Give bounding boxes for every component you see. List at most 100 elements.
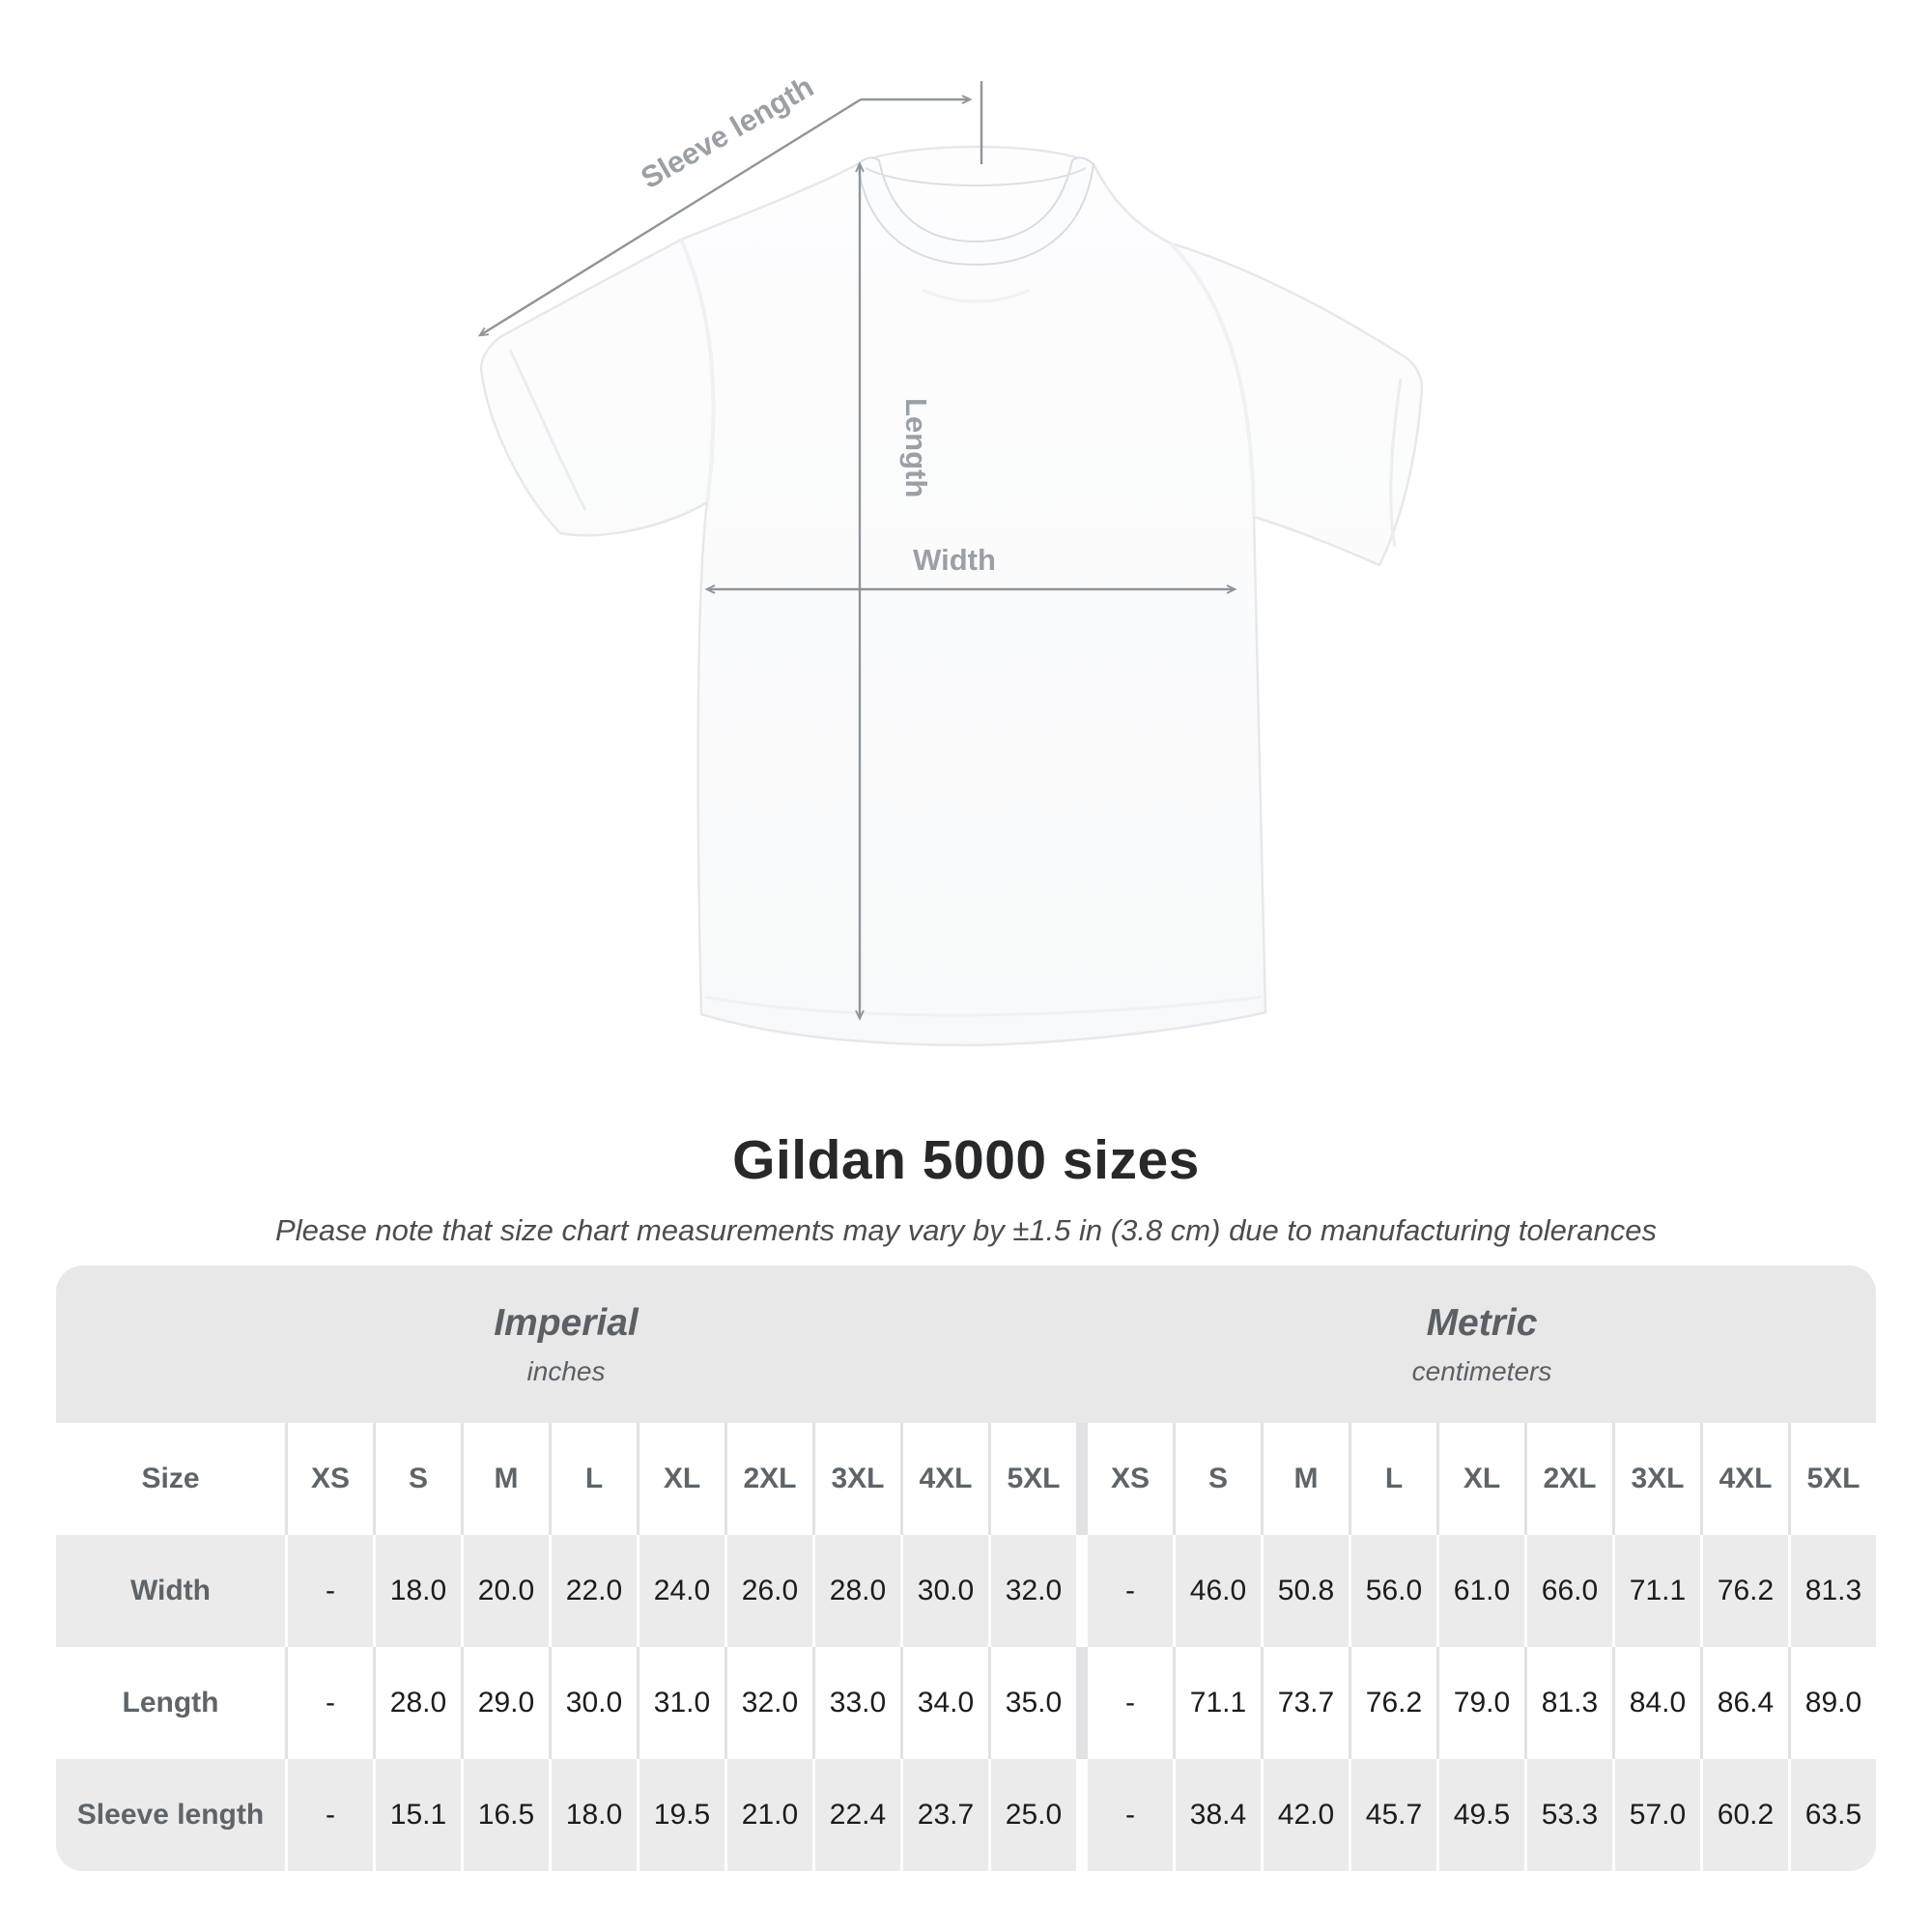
table-cell: 79.0 [1439, 1647, 1524, 1759]
column-header-imperial-xl: XL [639, 1423, 724, 1535]
section-divider [1079, 1759, 1085, 1871]
table-cell: 18.0 [376, 1535, 461, 1647]
table-cell: 25.0 [991, 1759, 1076, 1871]
table-cell: 86.4 [1703, 1647, 1788, 1759]
table-cell: 76.2 [1351, 1647, 1436, 1759]
imperial-title: Imperial [494, 1301, 639, 1344]
section-divider [1079, 1647, 1085, 1759]
column-header-imperial-5xl: 5XL [991, 1423, 1076, 1535]
length-label: Length [899, 398, 933, 497]
table-cell: 53.3 [1527, 1759, 1612, 1871]
table-cell: 63.5 [1791, 1759, 1876, 1871]
table-cell: 56.0 [1351, 1535, 1436, 1647]
column-header-imperial-4xl: 4XL [903, 1423, 988, 1535]
table-cell: 26.0 [727, 1535, 812, 1647]
column-header-imperial-3xl: 3XL [815, 1423, 900, 1535]
column-header-imperial-xs: XS [288, 1423, 373, 1535]
table-row-width: Width -18.0 20.0 22.0 24.0 26.0 28.0 30.0 32.0-4… [56, 1535, 1876, 1647]
sleeve-length-label: Sleeve length [635, 70, 819, 195]
column-header-metric-s: S [1176, 1423, 1261, 1535]
table-cell: 18.0 [552, 1759, 637, 1871]
imperial-unit: inches [526, 1355, 606, 1386]
size-table: Imperial inches Metric centimeters Size X… [56, 1265, 1876, 1871]
table-row-sleeve-length: Sleeve length -15.1 16.5 18.0 19.5 21.0 22.4 23… [56, 1759, 1876, 1871]
table-cell: 28.0 [376, 1647, 461, 1759]
table-cell: 21.0 [727, 1759, 812, 1871]
table-cell: 49.5 [1439, 1759, 1524, 1871]
table-cell: 60.2 [1703, 1759, 1788, 1871]
column-header-metric-4xl: 4XL [1703, 1423, 1788, 1535]
table-cell: - [288, 1535, 373, 1647]
column-header-imperial-l: L [552, 1423, 637, 1535]
column-header-imperial-s: S [376, 1423, 461, 1535]
table-cell: 32.0 [727, 1647, 812, 1759]
table-cell: 30.0 [903, 1535, 988, 1647]
table-cell: 19.5 [639, 1759, 724, 1871]
table-cell: 42.0 [1264, 1759, 1349, 1871]
row-label: Sleeve length [56, 1759, 285, 1871]
table-cell: - [1088, 1759, 1173, 1871]
unit-system-band: Imperial inches Metric centimeters [56, 1265, 1876, 1423]
table-cell: 20.0 [464, 1535, 549, 1647]
section-divider [1079, 1423, 1085, 1535]
metric-section-header: Metric centimeters [1088, 1265, 1876, 1423]
table-cell: 81.3 [1527, 1647, 1612, 1759]
section-divider [1079, 1535, 1085, 1647]
table-cell: 15.1 [376, 1759, 461, 1871]
metric-unit: centimeters [1411, 1355, 1552, 1386]
tshirt-graphic [479, 145, 1424, 1047]
table-cell: 29.0 [464, 1647, 549, 1759]
table-cell: 46.0 [1176, 1535, 1261, 1647]
table-cell: 61.0 [1439, 1535, 1524, 1647]
row-label: Width [56, 1535, 285, 1647]
metric-title: Metric [1426, 1301, 1538, 1344]
table-cell: 32.0 [991, 1535, 1076, 1647]
table-cell: 22.0 [552, 1535, 637, 1647]
sleeve-length-arrow [477, 81, 983, 337]
table-cell: 81.3 [1791, 1535, 1876, 1647]
table-cell: 16.5 [464, 1759, 549, 1871]
imperial-section-header: Imperial inches [56, 1265, 1076, 1423]
column-header-metric-xs: XS [1088, 1423, 1173, 1535]
table-cell: 38.4 [1176, 1759, 1261, 1871]
measurement-rows: Width -18.0 20.0 22.0 24.0 26.0 28.0 30.0 32.0-4… [56, 1535, 1876, 1871]
column-header-metric-l: L [1351, 1423, 1436, 1535]
column-header-size: Size [56, 1423, 285, 1535]
column-header-metric-xl: XL [1439, 1423, 1524, 1535]
table-cell: 89.0 [1791, 1647, 1876, 1759]
column-header-imperial-2xl: 2XL [727, 1423, 812, 1535]
table-cell: 45.7 [1351, 1759, 1436, 1871]
page-subtitle: Please note that size chart measurements… [275, 1213, 1657, 1247]
table-cell: 71.1 [1615, 1535, 1700, 1647]
size-header-row: Size XS S M L XL 2XL 3XL 4XL 5XL XS S M L XL 2XL 3XL 4XL 5… [56, 1423, 1876, 1535]
table-cell: 71.1 [1176, 1647, 1261, 1759]
column-header-metric-3xl: 3XL [1615, 1423, 1700, 1535]
column-header-metric-m: M [1264, 1423, 1349, 1535]
table-cell: 31.0 [639, 1647, 724, 1759]
column-header-metric-5xl: 5XL [1791, 1423, 1876, 1535]
table-cell: - [1088, 1535, 1173, 1647]
table-cell: 57.0 [1615, 1759, 1700, 1871]
table-cell: 66.0 [1527, 1535, 1612, 1647]
page-title: Gildan 5000 sizes [732, 1129, 1200, 1191]
table-cell: 33.0 [815, 1647, 900, 1759]
table-cell: 23.7 [903, 1759, 988, 1871]
table-cell: 22.4 [815, 1759, 900, 1871]
tshirt-measurement-diagram: Sleeve length Length Width [477, 70, 1424, 1047]
table-cell: - [288, 1647, 373, 1759]
row-label: Length [56, 1647, 285, 1759]
table-cell: 34.0 [903, 1647, 988, 1759]
table-row-length: Length -28.0 29.0 30.0 31.0 32.0 33.0 34.0 35.0-… [56, 1647, 1876, 1759]
table-cell: 30.0 [552, 1647, 637, 1759]
table-cell: 28.0 [815, 1535, 900, 1647]
table-cell: 50.8 [1264, 1535, 1349, 1647]
column-header-imperial-m: M [464, 1423, 549, 1535]
table-cell: - [1088, 1647, 1173, 1759]
table-cell: 84.0 [1615, 1647, 1700, 1759]
column-header-metric-2xl: 2XL [1527, 1423, 1612, 1535]
table-cell: 76.2 [1703, 1535, 1788, 1647]
table-cell: 73.7 [1264, 1647, 1349, 1759]
table-cell: 24.0 [639, 1535, 724, 1647]
table-cell: - [288, 1759, 373, 1871]
